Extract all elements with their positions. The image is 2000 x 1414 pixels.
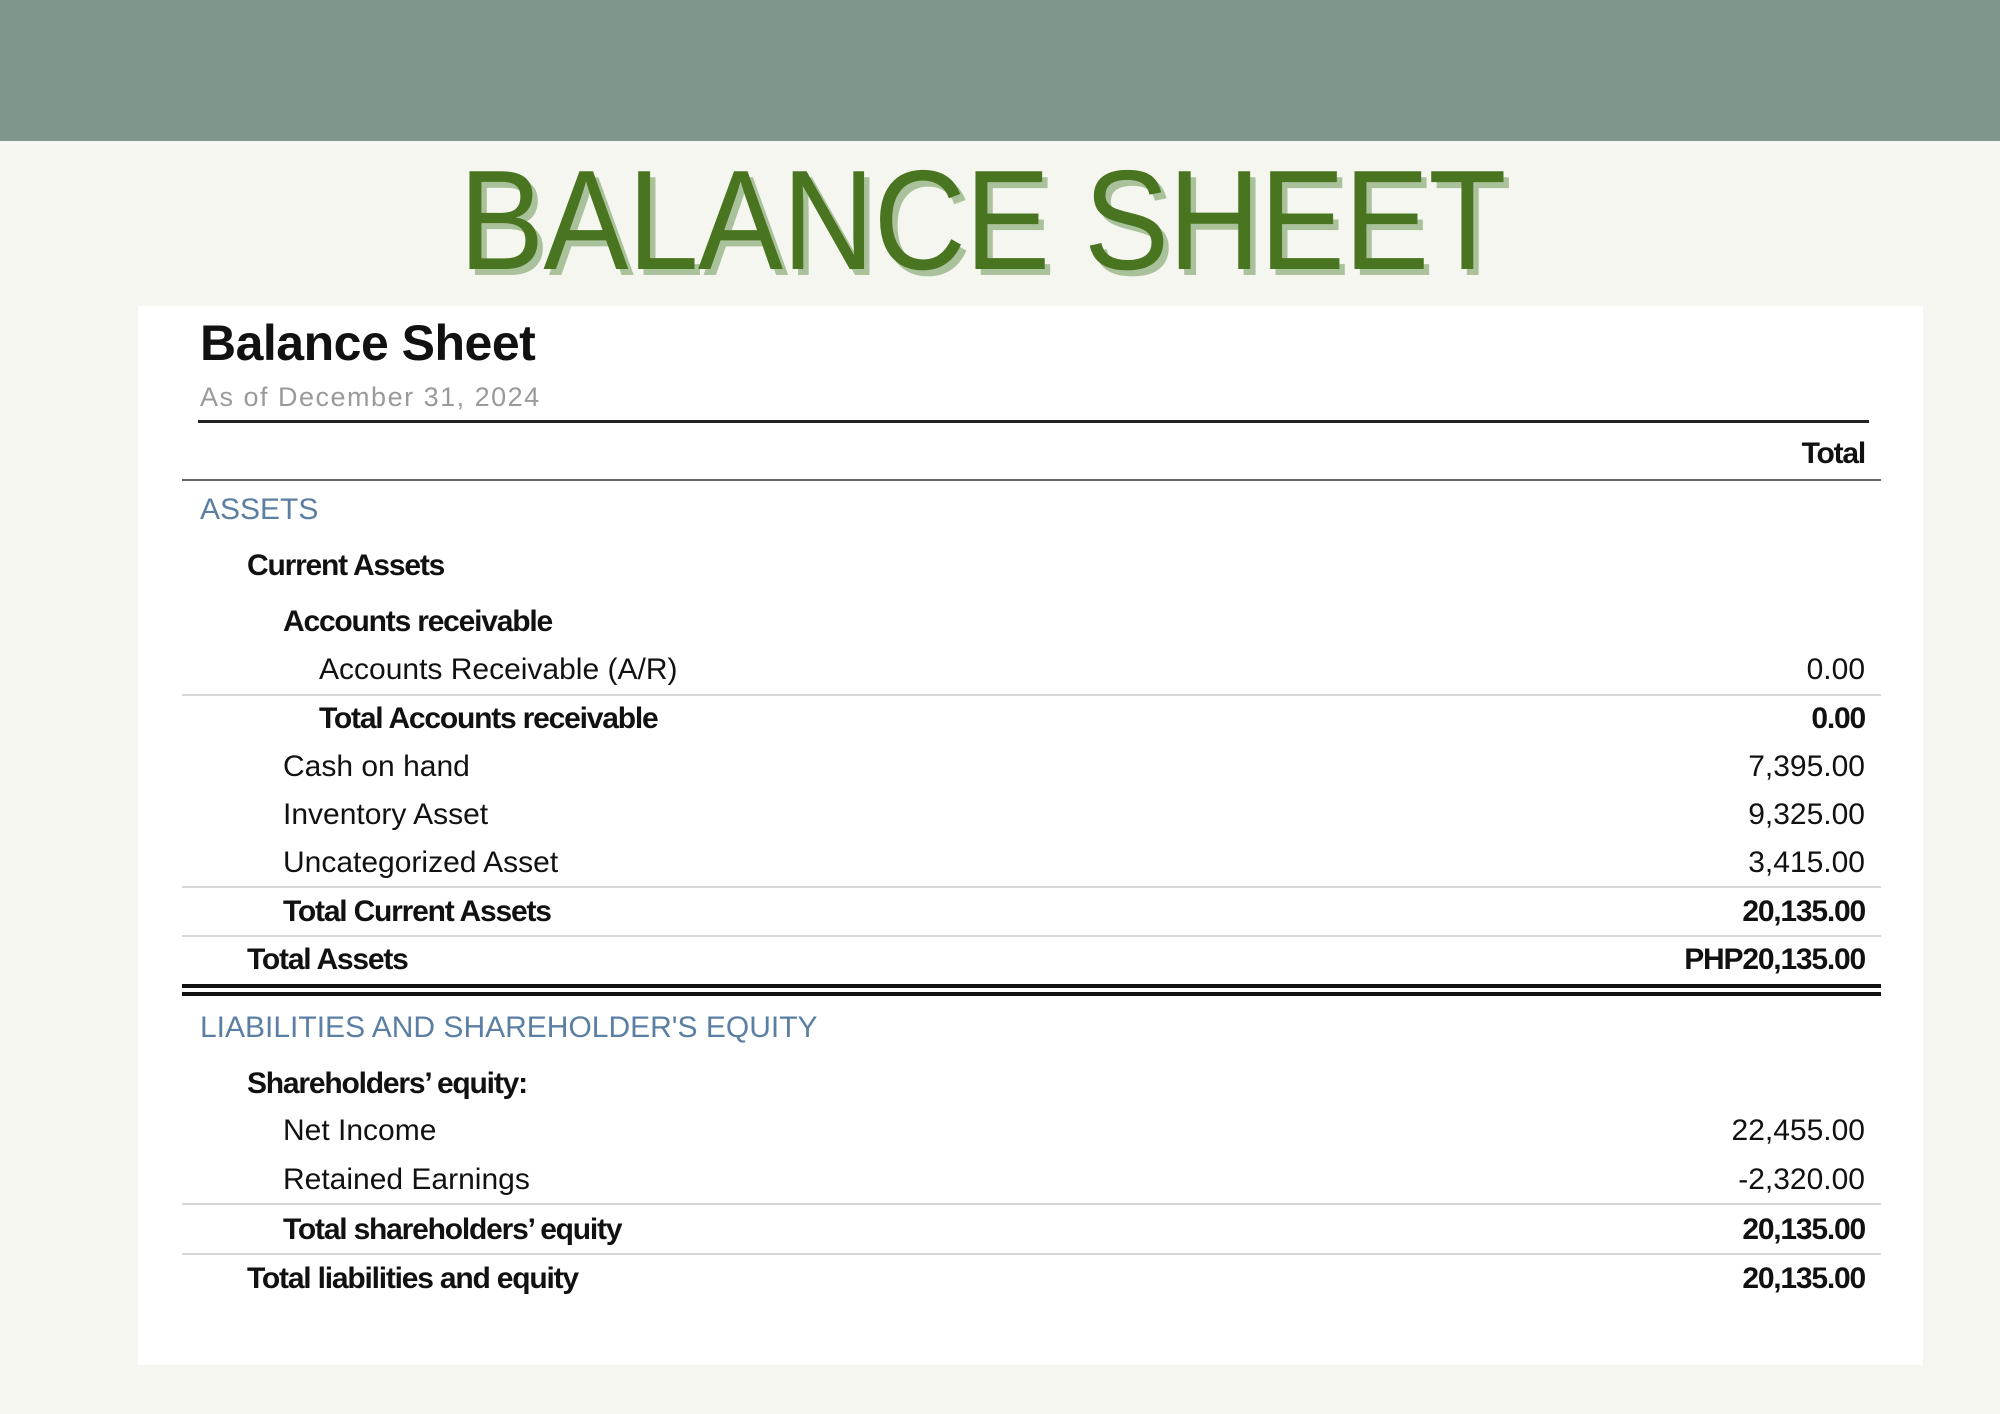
double-divider-top bbox=[182, 984, 1881, 988]
row-label: Accounts Receivable (A/R) bbox=[319, 653, 678, 686]
row-value: 0.00 bbox=[1811, 702, 1866, 735]
column-header-total: Total bbox=[1801, 437, 1867, 470]
total-row: Total Accounts receivable 0.00 bbox=[138, 700, 1923, 738]
total-row: Total liabilities and equity 20,135.00 bbox=[138, 1260, 1923, 1298]
table-row: Cash on hand 7,395.00 bbox=[138, 748, 1923, 786]
row-label: Total shareholders’ equity bbox=[283, 1213, 623, 1246]
group-row: Shareholders’ equity: bbox=[138, 1065, 1923, 1103]
row-label: Inventory Asset bbox=[283, 798, 489, 831]
row-value: 7,395.00 bbox=[1748, 750, 1865, 783]
row-label: Retained Earnings bbox=[283, 1163, 530, 1196]
divider bbox=[182, 1253, 1881, 1255]
divider bbox=[182, 886, 1881, 888]
table-row: Uncategorized Asset 3,415.00 bbox=[138, 844, 1923, 882]
row-value: PHP20,135.00 bbox=[1684, 943, 1866, 976]
row-label: Total liabilities and equity bbox=[247, 1262, 579, 1295]
total-row: Total Current Assets 20,135.00 bbox=[138, 893, 1923, 931]
section-heading: LIABILITIES AND SHAREHOLDER'S EQUITY bbox=[138, 1009, 1923, 1047]
row-label: Total Current Assets bbox=[283, 895, 552, 928]
balance-sheet-report: Balance Sheet As of December 31, 2024 To… bbox=[138, 306, 1923, 1365]
section-heading: ASSETS bbox=[138, 491, 1923, 529]
table-row: Accounts Receivable (A/R) 0.00 bbox=[138, 651, 1923, 689]
row-value: 20,135.00 bbox=[1742, 1262, 1866, 1295]
divider bbox=[198, 420, 1869, 423]
total-row: Total Assets PHP20,135.00 bbox=[138, 941, 1923, 979]
shareholders-equity-label: Shareholders’ equity: bbox=[247, 1067, 528, 1100]
divider bbox=[182, 694, 1881, 696]
table-row: Net Income 22,455.00 bbox=[138, 1112, 1923, 1150]
group-row: Current Assets bbox=[138, 547, 1923, 585]
banner-title: BALANCE SHEET bbox=[459, 141, 1506, 300]
row-label: Uncategorized Asset bbox=[283, 846, 559, 879]
table-row: Inventory Asset 9,325.00 bbox=[138, 796, 1923, 834]
row-value: 20,135.00 bbox=[1742, 895, 1866, 928]
row-label: Net Income bbox=[283, 1114, 437, 1147]
accounts-receivable-label: Accounts receivable bbox=[283, 605, 553, 638]
divider bbox=[182, 1203, 1881, 1205]
double-divider-bottom bbox=[182, 992, 1881, 996]
row-value: 22,455.00 bbox=[1731, 1114, 1865, 1147]
table-row: Retained Earnings -2,320.00 bbox=[138, 1161, 1923, 1199]
group-row: Accounts receivable bbox=[138, 603, 1923, 641]
row-value: 3,415.00 bbox=[1748, 846, 1865, 879]
report-date: As of December 31, 2024 bbox=[200, 382, 541, 412]
current-assets-label: Current Assets bbox=[247, 549, 445, 582]
row-value: 20,135.00 bbox=[1742, 1213, 1866, 1246]
row-label: Total Accounts receivable bbox=[319, 702, 659, 735]
column-header-row: Total bbox=[138, 435, 1923, 473]
row-label: Total Assets bbox=[247, 943, 409, 976]
row-value: -2,320.00 bbox=[1738, 1163, 1865, 1196]
divider bbox=[182, 935, 1881, 937]
assets-heading: ASSETS bbox=[200, 493, 319, 526]
row-label: Cash on hand bbox=[283, 750, 470, 783]
row-value: 0.00 bbox=[1806, 653, 1865, 686]
liabilities-heading: LIABILITIES AND SHAREHOLDER'S EQUITY bbox=[200, 1011, 818, 1044]
divider bbox=[182, 479, 1881, 481]
report-title: Balance Sheet bbox=[200, 315, 536, 371]
row-value: 9,325.00 bbox=[1748, 798, 1865, 831]
total-row: Total shareholders’ equity 20,135.00 bbox=[138, 1211, 1923, 1249]
header-band bbox=[0, 0, 2000, 141]
